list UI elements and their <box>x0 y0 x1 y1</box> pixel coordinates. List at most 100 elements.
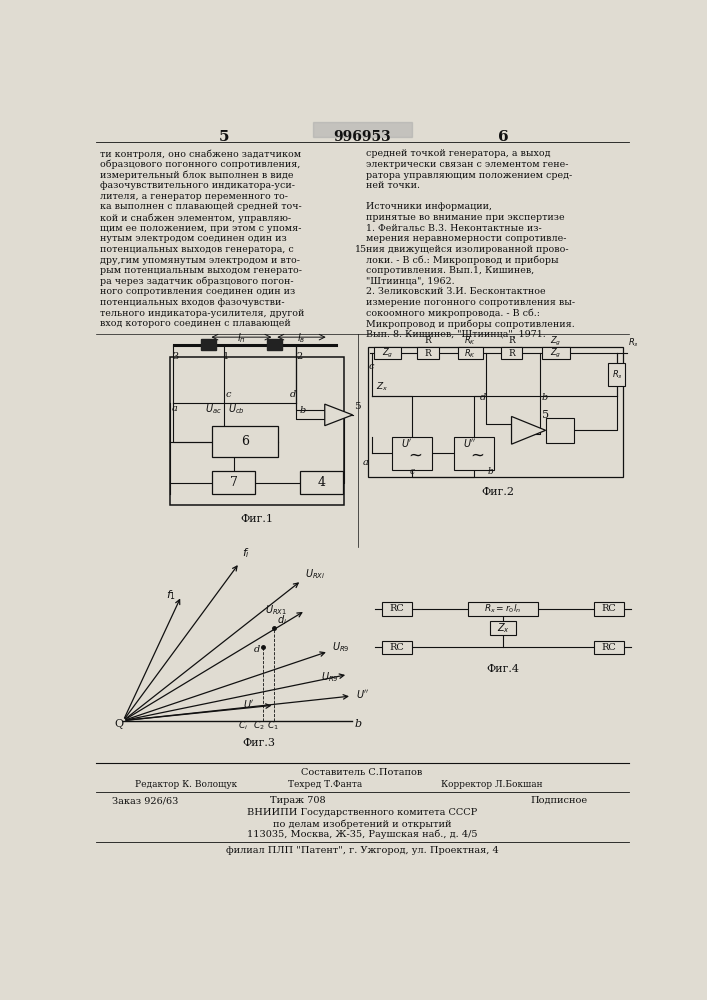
Text: измерительный блок выполнен в виде: измерительный блок выполнен в виде <box>100 171 293 180</box>
Text: 7: 7 <box>230 476 238 489</box>
Text: $C_1$: $C_1$ <box>267 719 279 732</box>
Bar <box>313 122 411 137</box>
Text: Составитель С.Потапов: Составитель С.Потапов <box>301 768 423 777</box>
Text: $U'$: $U'$ <box>243 698 255 710</box>
Bar <box>212 471 255 494</box>
Text: ного сопротивления соединен один из: ного сопротивления соединен один из <box>100 287 296 296</box>
Text: $R_K$: $R_K$ <box>464 334 477 347</box>
Text: локи. - В сб.: Микропровод и приборы: локи. - В сб.: Микропровод и приборы <box>366 256 559 265</box>
Text: 6: 6 <box>498 130 508 144</box>
Bar <box>490 621 516 635</box>
Text: $R_з$: $R_з$ <box>612 368 622 381</box>
Text: 996953: 996953 <box>333 130 391 144</box>
Text: $R_x=r_0l_n$: $R_x=r_0l_n$ <box>484 603 522 615</box>
Text: 6: 6 <box>241 435 250 448</box>
Text: нутым электродом соединен один из: нутым электродом соединен один из <box>100 234 287 243</box>
Text: Q: Q <box>114 719 123 729</box>
Text: 2. Зеликовский З.И. Бесконтактное: 2. Зеликовский З.И. Бесконтактное <box>366 287 545 296</box>
Text: $U'$: $U'$ <box>402 437 413 449</box>
Text: R: R <box>424 336 431 345</box>
Text: $Z_x$: $Z_x$ <box>376 380 388 393</box>
Text: Тираж 708: Тираж 708 <box>270 796 325 805</box>
Text: потенциальных выходов генератора, с: потенциальных выходов генератора, с <box>100 245 293 254</box>
Text: Микропровод и приборы сопротивления.: Микропровод и приборы сопротивления. <box>366 319 575 329</box>
Text: рым потенциальным выходом генерато-: рым потенциальным выходом генерато- <box>100 266 302 275</box>
Bar <box>501 347 522 359</box>
Text: $U_{RXi}$: $U_{RXi}$ <box>305 567 325 581</box>
Polygon shape <box>512 416 546 444</box>
Text: ~: ~ <box>470 447 484 465</box>
Bar <box>546 418 573 443</box>
Text: ния движущейся изолированной прово-: ния движущейся изолированной прово- <box>366 245 568 254</box>
Text: ка выполнен с плавающей средней точ-: ка выполнен с плавающей средней точ- <box>100 202 302 211</box>
Text: средней точкой генератора, а выход: средней точкой генератора, а выход <box>366 149 550 158</box>
Text: c: c <box>410 467 415 476</box>
Text: b: b <box>355 719 362 729</box>
Text: электрически связан с элементом гене-: электрически связан с элементом гене- <box>366 160 568 169</box>
Text: $C_2$: $C_2$ <box>253 719 264 732</box>
Bar <box>267 339 282 350</box>
Text: Фиг.1: Фиг.1 <box>240 514 274 524</box>
Text: 15: 15 <box>355 245 367 254</box>
Text: ней точки.: ней точки. <box>366 181 420 190</box>
Text: $Z_g$: $Z_g$ <box>550 335 561 348</box>
Text: $U_{ac}$: $U_{ac}$ <box>204 403 221 416</box>
Text: ратора управляющим положением сред-: ратора управляющим положением сред- <box>366 171 572 180</box>
Text: a: a <box>363 458 368 467</box>
Text: 1: 1 <box>223 352 228 361</box>
Text: потенциальных входов фазочувстви-: потенциальных входов фазочувстви- <box>100 298 285 307</box>
Text: ВНИИПИ Государственного комитета СССР: ВНИИПИ Государственного комитета СССР <box>247 808 477 817</box>
Text: RC: RC <box>602 604 617 613</box>
Text: кой и снабжен элементом, управляю-: кой и снабжен элементом, управляю- <box>100 213 291 223</box>
Text: тельного индикатора-усилителя, другой: тельного индикатора-усилителя, другой <box>100 309 305 318</box>
Text: ти контроля, оно снабжено задатчиком: ти контроля, оно снабжено задатчиком <box>100 149 301 159</box>
Text: $U_{R9}$: $U_{R9}$ <box>332 640 349 654</box>
Bar <box>373 347 402 359</box>
Text: 4: 4 <box>317 476 325 489</box>
Text: c: c <box>368 362 374 371</box>
Text: d: d <box>480 393 486 402</box>
Text: Вып. 8. Кишинев, "Штиинца", 1971.: Вып. 8. Кишинев, "Штиинца", 1971. <box>366 330 546 339</box>
Text: сокоомного микропровода. - В сб.:: сокоомного микропровода. - В сб.: <box>366 309 540 318</box>
Polygon shape <box>325 404 353 426</box>
Text: $U_{R9}$: $U_{R9}$ <box>321 671 339 684</box>
Text: $Z_g$: $Z_g$ <box>550 347 561 360</box>
Text: филиал ПЛП "Патент", г. Ужгород, ул. Проектная, 4: филиал ПЛП "Патент", г. Ужгород, ул. Про… <box>226 846 498 855</box>
Text: RC: RC <box>390 643 404 652</box>
Text: Редактор К. Волощук: Редактор К. Волощук <box>135 780 237 789</box>
Text: $Z_x$: $Z_x$ <box>496 621 510 635</box>
Text: $Z_g$: $Z_g$ <box>382 347 393 360</box>
Text: R: R <box>508 349 515 358</box>
Text: $C_i$: $C_i$ <box>238 719 248 732</box>
Text: ~: ~ <box>409 447 422 465</box>
Text: Техред Т.Фанта: Техред Т.Фанта <box>288 780 363 789</box>
Text: RC: RC <box>602 643 617 652</box>
Text: $U_{RX1}$: $U_{RX1}$ <box>265 604 287 617</box>
Text: щим ее положением, при этом с упомя-: щим ее положением, при этом с упомя- <box>100 224 301 233</box>
Text: a: a <box>172 404 178 413</box>
Text: $f_1$: $f_1$ <box>166 588 176 602</box>
Text: вход которого соединен с плавающей: вход которого соединен с плавающей <box>100 319 291 328</box>
Text: 3: 3 <box>172 352 178 361</box>
Text: $U''$: $U''$ <box>464 437 477 449</box>
Bar <box>300 471 343 494</box>
Text: сопротивления. Вып.1, Кишинев,: сопротивления. Вып.1, Кишинев, <box>366 266 534 275</box>
Text: 5: 5 <box>218 130 229 144</box>
Text: $f_i$: $f_i$ <box>242 547 250 560</box>
Bar <box>595 641 624 654</box>
Text: $R_K$: $R_K$ <box>464 347 477 360</box>
Bar <box>212 426 279 457</box>
Text: измерение погонного сопротивления вы-: измерение погонного сопротивления вы- <box>366 298 575 307</box>
Bar <box>468 602 538 616</box>
Text: RC: RC <box>390 604 404 613</box>
Text: R: R <box>508 336 515 345</box>
Text: ра через задатчик образцового погон-: ра через задатчик образцового погон- <box>100 277 293 286</box>
Bar <box>417 347 438 359</box>
Bar <box>609 363 626 386</box>
Text: b: b <box>488 467 493 476</box>
Text: фазочувствительного индикатора-уси-: фазочувствительного индикатора-уси- <box>100 181 295 190</box>
Text: по делам изобретений и открытий: по делам изобретений и открытий <box>273 819 451 829</box>
Text: лителя, а генератор переменного то-: лителя, а генератор переменного то- <box>100 192 288 201</box>
Text: $d_i$: $d_i$ <box>276 614 287 627</box>
Text: b: b <box>542 393 548 402</box>
